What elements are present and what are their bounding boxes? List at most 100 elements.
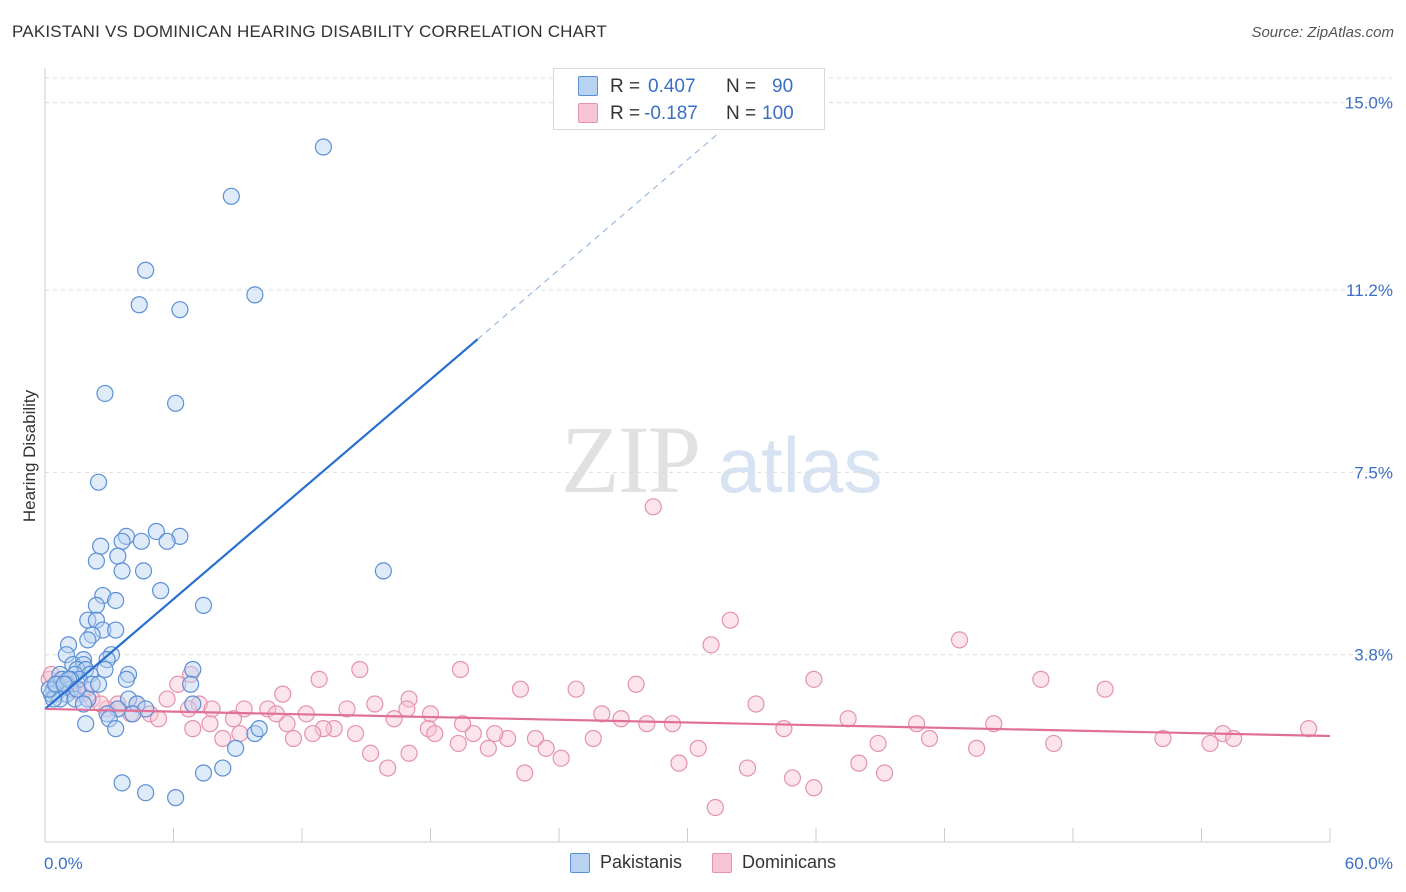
pakistani-point (167, 789, 185, 807)
dominican-point (638, 715, 656, 733)
dominican-point (627, 675, 645, 693)
dominican-point (839, 710, 857, 728)
dominican-point (511, 680, 530, 698)
dominican-point (499, 729, 517, 748)
pakistani-point (134, 562, 153, 580)
pakistani-point (74, 695, 93, 713)
pakistani-point (171, 301, 189, 319)
dominican-point (663, 715, 682, 733)
dominican-point (351, 660, 369, 679)
dominican-point (231, 724, 249, 743)
pakistani-point (57, 646, 76, 664)
pakistani-point (87, 552, 106, 570)
dominican-point (454, 715, 472, 733)
dominican-point (644, 498, 662, 516)
dominican-point (920, 729, 939, 748)
dominican-point (869, 734, 887, 753)
chart-title: PAKISTANI VS DOMINICAN HEARING DISABILIT… (12, 22, 607, 41)
pakistanis-legend-swatch (569, 852, 590, 873)
dominican-point (721, 611, 739, 629)
dominican-point (278, 715, 296, 733)
pakistani-point (194, 764, 213, 782)
pakistani-point (79, 631, 97, 649)
dominican-point (775, 720, 793, 738)
dominican-point (201, 715, 219, 733)
dominican-point (158, 690, 176, 708)
pakistani-point (158, 532, 176, 550)
dominican-point (612, 710, 630, 728)
pakistani-point (374, 562, 392, 580)
r-label: R = (610, 76, 641, 97)
pakistani-point (89, 675, 108, 693)
dominican-point (92, 695, 110, 713)
dominicans-legend-swatch (712, 852, 732, 873)
pakistani-point (194, 596, 213, 615)
y-tick-label: 15.0% (1345, 94, 1393, 113)
dominican-point (361, 744, 380, 762)
pakistani-point (107, 621, 125, 639)
dominican-point (1032, 670, 1050, 688)
dominican-point (689, 739, 707, 757)
dominican-point (479, 739, 497, 757)
y-tick-label: 3.8% (1354, 646, 1393, 665)
dominican-point (338, 700, 356, 718)
dominican-point (593, 705, 611, 723)
series-dominicans (40, 498, 1318, 817)
legend-item-dominicans[interactable]: Dominicans (712, 852, 836, 873)
dominican-point (805, 670, 823, 688)
x-tick-label: 60.0% (1345, 854, 1393, 873)
legend-label-dominicans: Dominicans (742, 852, 837, 872)
pakistani-point (147, 522, 165, 541)
pakistani-point (222, 187, 240, 205)
pakistani-point (132, 532, 150, 550)
n-value: 100 (762, 103, 794, 124)
dominican-point (109, 695, 127, 713)
y-tick-label: 7.5% (1354, 463, 1393, 482)
dominican-point (400, 744, 418, 762)
pakistani-point (130, 296, 148, 314)
pakistani-point (137, 700, 155, 718)
r-value: 0.407 (648, 76, 696, 97)
dominican-point (516, 764, 534, 782)
y-tick-label: 11.2% (1346, 281, 1393, 300)
r-label: R = (610, 103, 641, 124)
tick-labels: 3.8% 7.5% 11.2% 15.0% 0.0% 60.0% (44, 94, 1393, 873)
dominican-point (950, 631, 969, 649)
dominican-point (526, 729, 545, 748)
pakistani-trend-extension (477, 131, 721, 340)
bottom-legend: Pakistanis Dominicans (0, 852, 1406, 873)
dominican-point (169, 675, 187, 693)
n-label: N = (726, 103, 757, 124)
dominican-point (346, 724, 365, 743)
pakistani-point (167, 394, 185, 412)
pakistanis-swatch (578, 76, 598, 96)
legend-item-pakistanis[interactable]: Pakistanis (569, 852, 682, 873)
pakistani-point (117, 670, 135, 688)
r-value: -0.187 (644, 103, 698, 124)
dominican-point (1045, 734, 1063, 753)
pakistani-point (94, 586, 112, 605)
dominican-point (706, 798, 724, 817)
stats-legend: R = 0.407 N = 90 R = -0.187 N = 100 (553, 68, 825, 130)
dominican-point (464, 724, 482, 743)
dominican-point (584, 729, 602, 748)
pakistani-point (87, 596, 106, 615)
watermark-zip: ZIP (561, 406, 699, 513)
n-value: 90 (772, 76, 794, 97)
pakistani-point (214, 759, 232, 777)
pakistani-point (137, 784, 155, 802)
dominican-point (314, 720, 333, 738)
dominicans-swatch (578, 103, 598, 123)
watermark: ZIP atlas (561, 406, 882, 513)
dominican-point (486, 724, 504, 743)
pakistani-point (77, 715, 95, 733)
x-tick-label: 0.0% (44, 854, 83, 873)
pakistani-point (89, 473, 108, 491)
pakistani-point (137, 261, 155, 279)
dominican-point (747, 695, 765, 713)
dominican-point (449, 734, 467, 753)
dominican-point (274, 685, 292, 703)
dominican-point (385, 710, 403, 728)
pakistani-point (68, 680, 86, 698)
